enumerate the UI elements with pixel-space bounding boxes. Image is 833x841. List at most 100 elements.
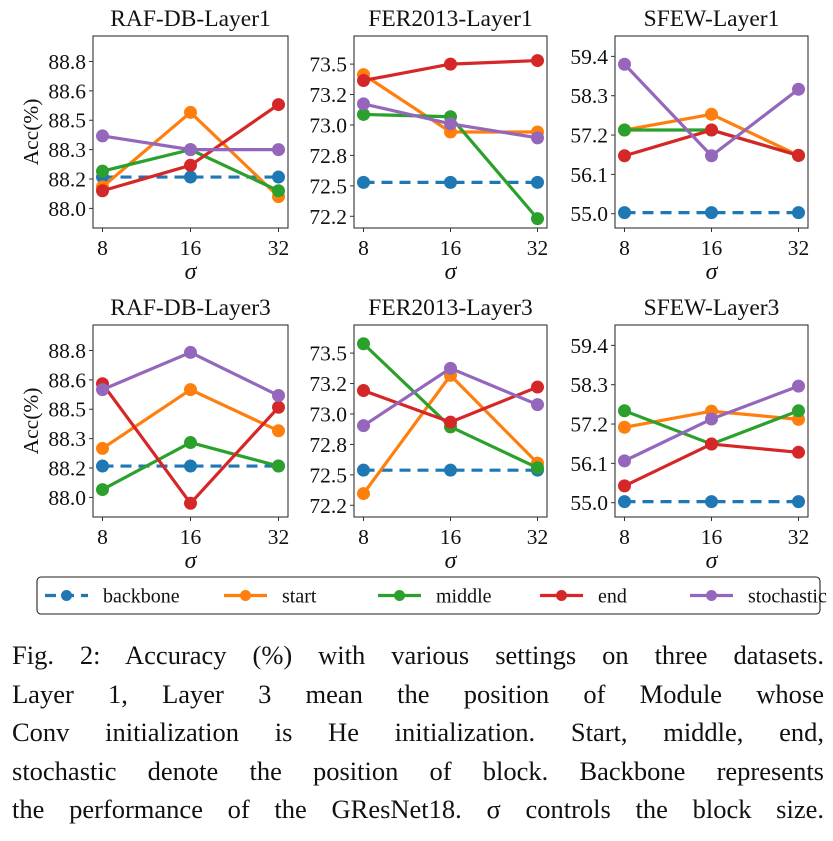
subplot-raf-db-layer3: RAF-DB-Layer3 88.0 88.2 88.3 88.5 88.6 88.8 8 16… bbox=[19, 295, 289, 574]
data-point-stochastic bbox=[531, 398, 544, 412]
x-tick-label: 16 bbox=[701, 525, 723, 549]
y-tick-label: 59.4 bbox=[570, 45, 608, 69]
axes-frame bbox=[92, 35, 289, 229]
data-point-middle bbox=[357, 107, 370, 121]
y-axis-label: Acc(%) bbox=[19, 388, 43, 455]
legend-swatch-marker bbox=[556, 590, 567, 601]
legend-label: middle bbox=[436, 586, 492, 608]
figure-caption: Fig. 2: Accuracy (%) with various settin… bbox=[12, 636, 824, 829]
x-tick-label: 16 bbox=[180, 236, 202, 260]
legend-swatch-marker bbox=[394, 590, 405, 601]
data-point-stochastic bbox=[531, 131, 544, 145]
series-start bbox=[96, 383, 285, 455]
x-tick-label: 32 bbox=[268, 525, 290, 549]
x-axis-label: σ bbox=[185, 259, 198, 285]
y-tick-label: 59.4 bbox=[570, 334, 608, 358]
legend-entry-backbone: backbone bbox=[45, 586, 180, 608]
data-point-stochastic bbox=[96, 129, 109, 143]
series-backbone bbox=[618, 206, 805, 220]
legend-frame bbox=[36, 576, 821, 615]
y-tick-label: 88.0 bbox=[48, 486, 86, 510]
data-point-middle bbox=[96, 164, 109, 178]
y-tick-label: 88.6 bbox=[48, 79, 86, 103]
series-middle bbox=[357, 107, 544, 226]
data-point-backbone bbox=[357, 175, 370, 189]
data-point-backbone bbox=[357, 463, 370, 477]
data-point-backbone bbox=[705, 206, 718, 220]
data-point-middle bbox=[531, 212, 544, 226]
y-tick-label: 88.2 bbox=[48, 168, 86, 192]
data-point-stochastic bbox=[357, 419, 370, 433]
legend-swatch-marker bbox=[706, 590, 717, 601]
x-tick-label: 16 bbox=[701, 236, 723, 260]
data-point-middle bbox=[618, 404, 631, 418]
series-end bbox=[357, 380, 544, 429]
data-point-middle bbox=[357, 337, 370, 351]
data-point-stochastic bbox=[705, 149, 718, 163]
y-tick-label: 88.8 bbox=[48, 339, 86, 363]
series-end bbox=[618, 123, 805, 163]
caption-line: the performance of the GResNet18. σ cont… bbox=[12, 794, 824, 824]
data-point-middle bbox=[792, 404, 805, 418]
x-tick-label: 8 bbox=[97, 236, 108, 260]
x-tick-label: 32 bbox=[788, 525, 810, 549]
legend-label: stochastic bbox=[748, 586, 827, 608]
y-tick-label: 56.1 bbox=[570, 452, 608, 476]
x-tick-label: 16 bbox=[440, 525, 462, 549]
data-point-end bbox=[705, 437, 718, 451]
data-point-backbone bbox=[531, 175, 544, 189]
legend-entry-start: start bbox=[224, 586, 317, 608]
data-point-end bbox=[357, 384, 370, 398]
data-point-backbone bbox=[792, 206, 805, 220]
data-point-stochastic bbox=[96, 383, 109, 397]
data-point-end bbox=[272, 98, 285, 112]
subplot-fer2013-layer1: FER2013-Layer1 72.2 72.5 72.8 73.0 73.2 73.5 8 1… bbox=[309, 6, 548, 285]
subplot-title: SFEW-Layer1 bbox=[644, 6, 780, 32]
data-point-middle bbox=[531, 461, 544, 475]
y-axis-label: Acc(%) bbox=[19, 99, 43, 166]
y-tick-label: 72.5 bbox=[309, 174, 347, 198]
data-point-end bbox=[618, 149, 631, 163]
data-point-middle bbox=[184, 436, 197, 450]
data-point-end bbox=[531, 54, 544, 68]
series-stochastic bbox=[96, 129, 285, 157]
y-tick-label: 73.2 bbox=[309, 372, 347, 396]
y-tick-label: 55.0 bbox=[570, 491, 608, 515]
data-point-end bbox=[272, 400, 285, 414]
y-tick-label: 72.2 bbox=[309, 205, 347, 229]
data-point-start bbox=[705, 107, 718, 121]
legend-swatch-marker bbox=[240, 590, 251, 601]
data-point-stochastic bbox=[184, 143, 197, 157]
caption-line: Fig. 2: Accuracy (%) with various settin… bbox=[12, 640, 824, 670]
x-axis-label: σ bbox=[445, 548, 458, 574]
data-point-end bbox=[444, 415, 457, 429]
x-tick-label: 16 bbox=[440, 236, 462, 260]
y-tick-label: 58.3 bbox=[570, 84, 608, 108]
legend-label: end bbox=[598, 586, 627, 608]
y-tick-label: 56.1 bbox=[570, 163, 608, 187]
series-stochastic bbox=[96, 345, 285, 403]
y-tick-label: 88.0 bbox=[48, 197, 86, 221]
y-tick-label: 72.8 bbox=[309, 433, 347, 457]
subplot-sfew-layer3: SFEW-Layer3 55.0 56.1 57.2 58.3 59.4 8 16 32 σ bbox=[570, 295, 809, 574]
subplot-sfew-layer1: SFEW-Layer1 55.0 56.1 57.2 58.3 59.4 8 16 32 σ bbox=[570, 6, 809, 285]
data-point-stochastic bbox=[444, 361, 457, 375]
data-point-end bbox=[705, 123, 718, 137]
data-point-backbone bbox=[792, 495, 805, 509]
x-axis-label: σ bbox=[445, 259, 458, 285]
caption-line: Layer 1, Layer 3 mean the position of Mo… bbox=[12, 678, 824, 709]
y-tick-label: 73.0 bbox=[309, 402, 347, 426]
data-point-stochastic bbox=[184, 345, 197, 359]
data-point-end bbox=[184, 496, 197, 510]
data-point-backbone bbox=[96, 459, 109, 473]
y-tick-label: 55.0 bbox=[570, 202, 608, 226]
legend-swatch-marker bbox=[61, 590, 72, 601]
legend-entry-stochastic: stochastic bbox=[690, 586, 827, 608]
legend-entry-end: end bbox=[540, 586, 627, 608]
y-tick-label: 73.0 bbox=[309, 113, 347, 137]
y-tick-label: 57.2 bbox=[570, 413, 608, 437]
subplot-fer2013-layer3: FER2013-Layer3 72.2 72.5 72.8 73.0 73.2 73.5 8 1… bbox=[309, 295, 548, 574]
caption-line: Conv initialization is He initialization… bbox=[12, 717, 824, 747]
series-stochastic bbox=[618, 379, 805, 468]
x-axis-label: σ bbox=[706, 259, 719, 285]
